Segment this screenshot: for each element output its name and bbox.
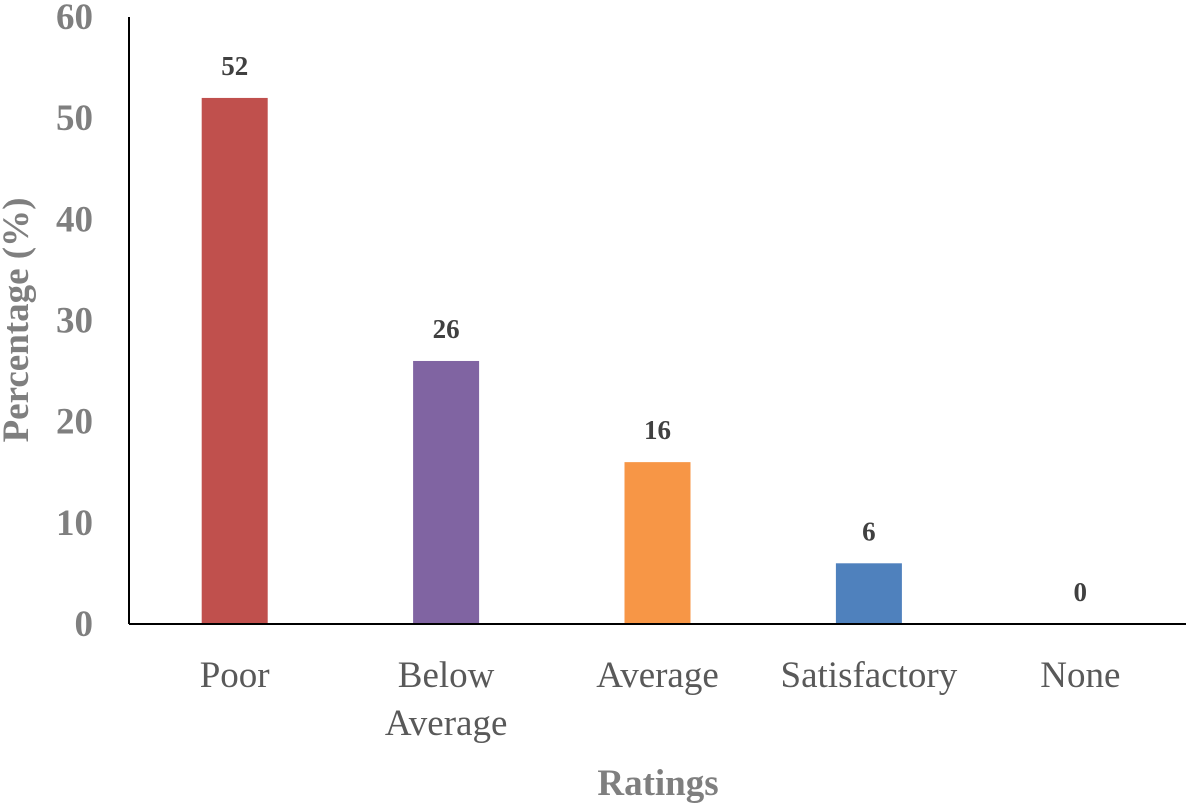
bars-group xyxy=(201,97,902,624)
x-tick-label-line: None xyxy=(1040,655,1120,696)
x-tick-label: Below Average xyxy=(385,655,508,744)
data-labels-group: 52 26 16 6 0 xyxy=(221,51,1087,607)
y-tick-label: 0 xyxy=(75,604,94,645)
bar-satisfactory xyxy=(835,563,902,624)
data-label: 52 xyxy=(221,51,248,81)
bar-below-average xyxy=(413,360,480,624)
y-tick-label: 40 xyxy=(56,199,93,240)
y-tick-label: 30 xyxy=(56,301,93,342)
x-tick-label: Satisfactory xyxy=(781,655,958,696)
data-label: 26 xyxy=(433,314,460,344)
x-tick-label-line: Average xyxy=(596,655,719,696)
data-label: 0 xyxy=(1074,577,1088,607)
x-tick-label-line: Average xyxy=(385,703,508,744)
x-axis-title: Ratings xyxy=(597,763,718,804)
x-tick-labels: Poor Below Average Average Satisfactory None xyxy=(200,655,1121,744)
bar-average xyxy=(624,462,691,624)
x-tick-label: None xyxy=(1040,655,1120,696)
y-axis-title: Percentage (%) xyxy=(0,198,37,443)
y-tick-label: 10 xyxy=(56,503,93,544)
data-label: 16 xyxy=(644,415,671,445)
x-tick-label-line: Below xyxy=(398,655,495,696)
y-tick-label: 60 xyxy=(56,0,93,38)
x-tick-label: Poor xyxy=(200,655,270,696)
data-label: 6 xyxy=(862,516,876,546)
y-tick-label: 50 xyxy=(56,98,93,139)
x-tick-label-line: Poor xyxy=(200,655,270,696)
x-tick-label-line: Satisfactory xyxy=(781,655,958,696)
y-tick-label: 20 xyxy=(56,402,93,443)
x-tick-label: Average xyxy=(596,655,719,696)
bar-poor xyxy=(201,97,268,624)
y-tick-labels: 0 10 20 30 40 50 60 xyxy=(56,0,93,645)
